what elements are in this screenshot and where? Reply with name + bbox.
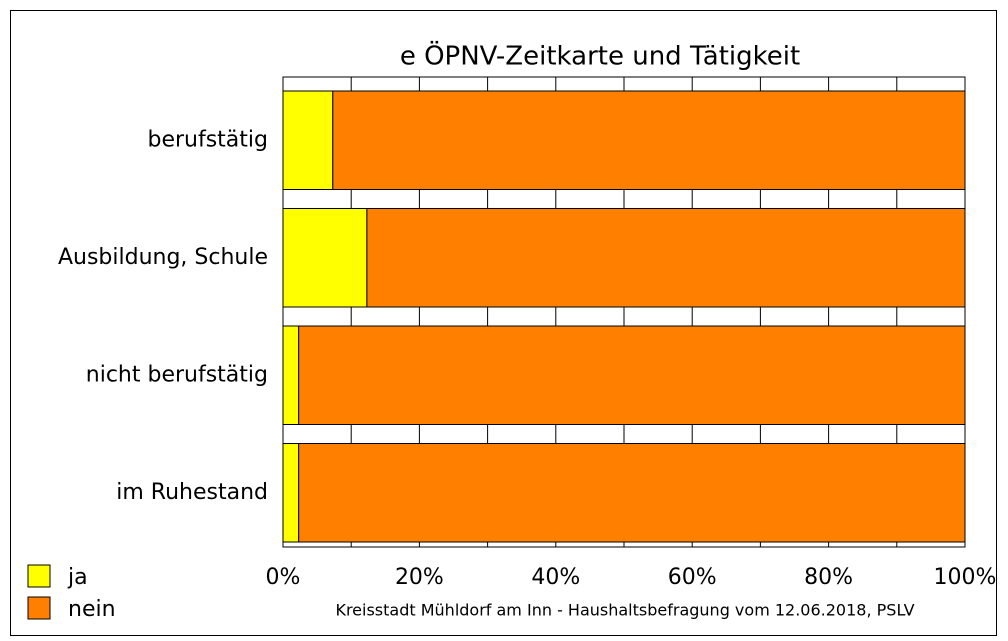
- chart-title: e ÖPNV-Zeitkarte und Tätigkeit: [400, 40, 800, 72]
- legend-swatch: [27, 564, 51, 588]
- legend-label: ja: [67, 565, 88, 590]
- bar-segment: [366, 208, 966, 308]
- bar-segment: [298, 325, 966, 425]
- footnote: Kreisstadt Mühldorf am Inn - Haushaltsbe…: [335, 601, 914, 620]
- x-tick-label: 60%: [668, 565, 717, 590]
- plot-border: [282, 76, 966, 548]
- y-tick-label: berufstätig: [147, 127, 268, 152]
- bar-segment: [332, 90, 966, 190]
- y-tick-label: nicht berufstätig: [86, 362, 268, 387]
- bar-segment: [282, 443, 300, 543]
- legend-swatch: [27, 596, 51, 620]
- y-tick-label: im Ruhestand: [116, 480, 268, 505]
- x-tick-label: 100%: [934, 565, 997, 590]
- x-tick-label: 80%: [804, 565, 853, 590]
- bar-segment: [282, 90, 334, 190]
- x-tick-label: 40%: [531, 565, 580, 590]
- x-tick-label: 0%: [266, 565, 301, 590]
- legend-label: nein: [68, 597, 116, 622]
- bar-segment: [282, 325, 300, 425]
- bar-segment: [298, 443, 966, 543]
- x-tick-label: 20%: [395, 565, 444, 590]
- bar-segment: [282, 208, 368, 308]
- frame: [10, 10, 997, 636]
- y-tick-label: Ausbildung, Schule: [58, 245, 268, 270]
